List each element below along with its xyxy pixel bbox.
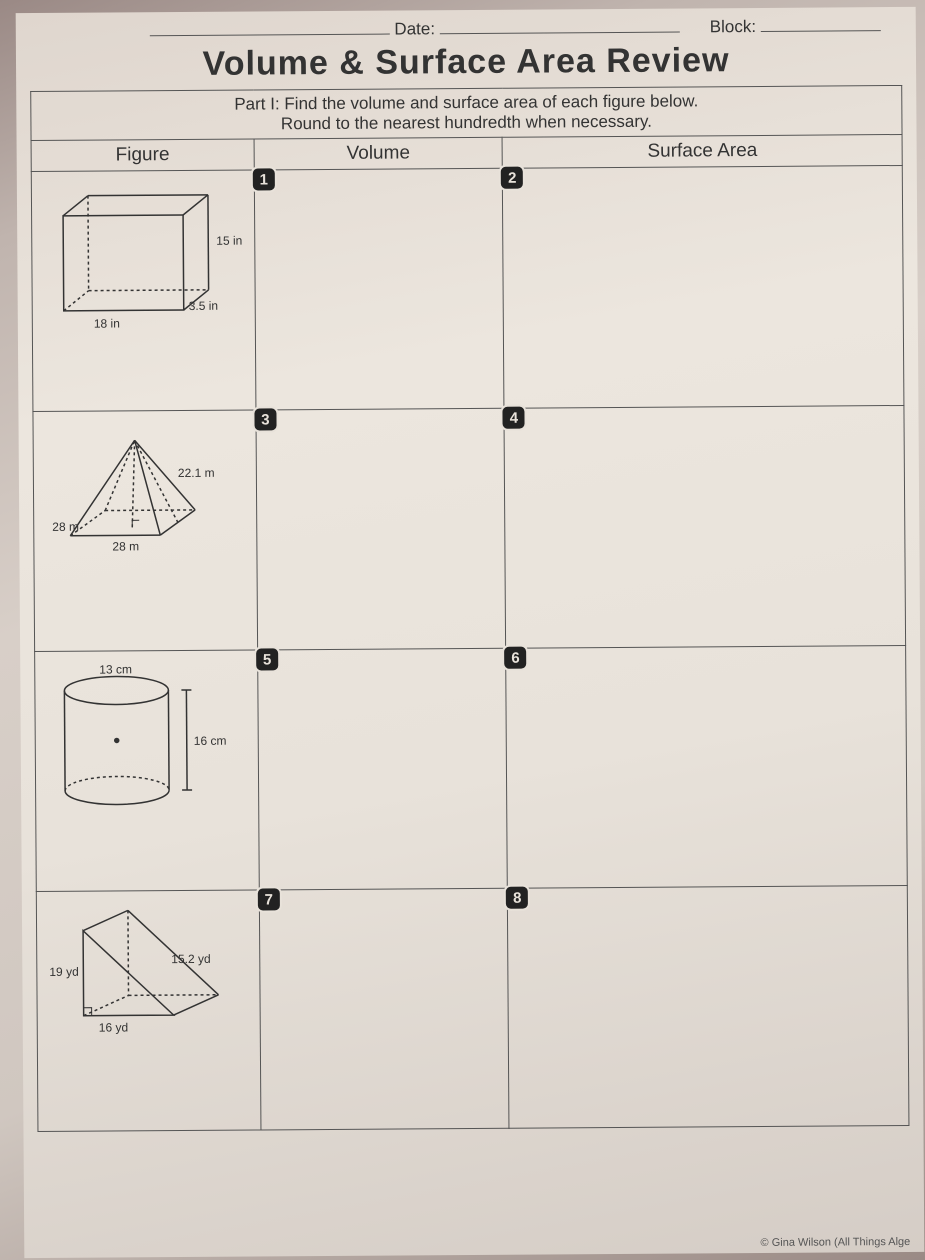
col-surface: Surface Area bbox=[502, 134, 902, 168]
dim-width: 18 in bbox=[94, 316, 120, 330]
dim-height-cyl: 16 cm bbox=[194, 734, 227, 748]
dim-base-b: 28 m bbox=[112, 539, 139, 553]
block-label: Block: bbox=[710, 17, 756, 36]
dim-length: 19 yd bbox=[49, 965, 78, 979]
dim-base-a: 28 m bbox=[52, 520, 79, 534]
surface-cell-4[interactable]: 4 bbox=[504, 405, 905, 648]
surface-cell-8[interactable]: 8 bbox=[508, 885, 909, 1128]
dim-depth: 3.5 in bbox=[189, 299, 218, 313]
dim-base: 16 yd bbox=[99, 1020, 128, 1034]
table-row: 22.1 m 28 m 28 m 3 4 bbox=[33, 405, 906, 651]
table-row: 13 cm bbox=[35, 645, 908, 891]
figure-rect-prism: 15 in 18 in 3.5 in bbox=[31, 170, 256, 412]
date-field: Date: bbox=[150, 15, 680, 42]
badge-4: 4 bbox=[501, 405, 527, 431]
col-volume: Volume bbox=[254, 137, 503, 170]
volume-cell-1[interactable]: 1 bbox=[254, 168, 504, 410]
block-field: Block: bbox=[710, 13, 881, 37]
badge-5: 5 bbox=[254, 646, 280, 672]
figure-tri-prism: 19 yd 15.2 yd 16 yd bbox=[36, 890, 261, 1132]
worksheet-page: Date: Block: Volume & Surface Area Revie… bbox=[16, 7, 925, 1258]
volume-cell-7[interactable]: 7 bbox=[259, 888, 509, 1130]
badge-2: 2 bbox=[499, 165, 525, 191]
date-label: Date: bbox=[394, 19, 435, 38]
figure-pyramid: 22.1 m 28 m 28 m bbox=[33, 410, 258, 652]
instructions-cell: Part I: Find the volume and surface area… bbox=[31, 85, 903, 140]
header-fields: Date: Block: bbox=[21, 7, 911, 42]
copyright-footer: © Gina Wilson (All Things Alge bbox=[760, 1236, 910, 1249]
page-title: Volume & Surface Area Review bbox=[21, 40, 911, 85]
surface-cell-6[interactable]: 6 bbox=[506, 645, 907, 888]
dim-diameter: 13 cm bbox=[99, 662, 132, 676]
col-figure: Figure bbox=[31, 139, 254, 172]
dim-slant: 22.1 m bbox=[178, 466, 215, 480]
badge-6: 6 bbox=[502, 645, 528, 671]
badge-1: 1 bbox=[251, 166, 277, 192]
volume-cell-3[interactable]: 3 bbox=[256, 408, 506, 650]
table-row: 15 in 18 in 3.5 in 1 2 bbox=[31, 165, 904, 411]
badge-7: 7 bbox=[256, 886, 282, 912]
worksheet-table: Part I: Find the volume and surface area… bbox=[30, 85, 909, 1132]
volume-cell-5[interactable]: 5 bbox=[258, 648, 508, 890]
dim-height: 15 in bbox=[216, 234, 242, 248]
table-row: 19 yd 15.2 yd 16 yd 7 8 bbox=[36, 885, 909, 1131]
badge-3: 3 bbox=[252, 406, 278, 432]
badge-8: 8 bbox=[504, 885, 530, 911]
surface-cell-2[interactable]: 2 bbox=[503, 165, 904, 408]
figure-cylinder: 13 cm bbox=[35, 650, 260, 892]
dim-hyp: 15.2 yd bbox=[171, 952, 210, 966]
